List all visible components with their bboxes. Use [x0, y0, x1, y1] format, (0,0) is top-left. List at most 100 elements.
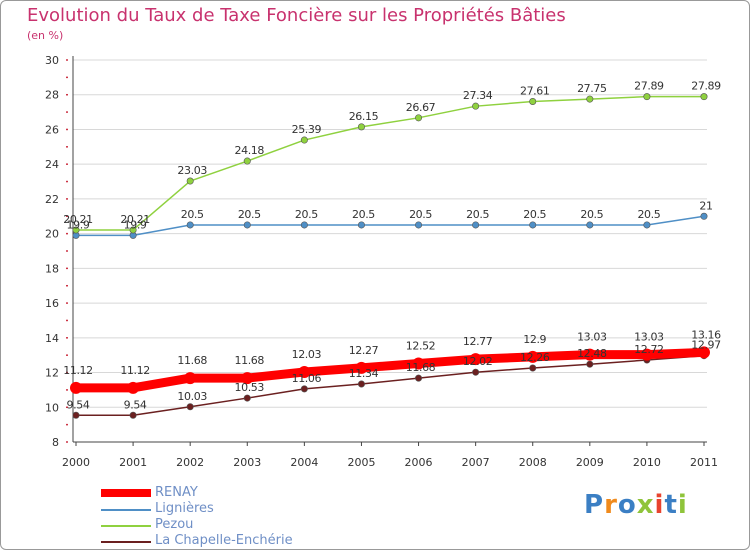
data-label-renay-2008: 12.9 [523, 333, 546, 346]
unit-label: (en %) [27, 29, 64, 42]
data-label-pezou-2008: 27.61 [520, 84, 550, 97]
data-label-la-chapelle-encherie-2011: 12.97 [691, 339, 721, 352]
data-label-renay-2009: 13.03 [577, 331, 607, 344]
data-label-la-chapelle-encherie-2004: 11.06 [292, 372, 322, 385]
x-tick-label-2004: 2004 [290, 456, 318, 469]
point-renay-2007 [469, 353, 482, 366]
data-label-renay-2004: 12.03 [292, 348, 322, 361]
series-line-lignieres [75, 215, 705, 237]
data-label-lignieres-2011: 21 [699, 199, 712, 212]
point-la-chapelle-encherie-2005 [357, 380, 365, 388]
point-lignieres-2006 [415, 221, 423, 229]
y-tick-label-16: 16 [45, 297, 59, 310]
data-label-pezou-2007: 27.34 [463, 89, 493, 102]
point-renay-2010 [640, 348, 653, 361]
point-pezou-2001 [129, 226, 137, 234]
y-tick-label-8: 8 [52, 436, 59, 449]
point-pezou-2005 [357, 123, 365, 131]
point-pezou-2007 [472, 102, 480, 110]
point-lignieres-2002 [186, 221, 194, 229]
data-label-la-chapelle-encherie-2005: 11.34 [349, 367, 379, 380]
data-label-pezou-2010: 27.89 [634, 80, 664, 93]
x-tick-label-2001: 2001 [119, 456, 147, 469]
y-tick-label-20: 20 [45, 228, 59, 241]
data-label-lignieres-2002: 20.5 [181, 208, 204, 221]
y-tick-label-12: 12 [45, 367, 59, 380]
legend-swatch-pezou [101, 525, 151, 527]
data-label-la-chapelle-encherie-2010: 12.72 [634, 343, 664, 356]
x-tick-label-2006: 2006 [405, 456, 433, 469]
legend-label-lignieres: Lignières [155, 501, 214, 516]
data-label-renay-2003: 11.68 [235, 354, 265, 367]
data-label-lignieres-2008: 20.5 [523, 208, 546, 221]
point-la-chapelle-encherie-2001 [129, 411, 137, 419]
data-label-lignieres-2006: 20.5 [409, 208, 432, 221]
point-lignieres-2009 [586, 221, 594, 229]
data-label-renay-2000: 11.12 [63, 364, 93, 377]
data-label-la-chapelle-encherie-2009: 12.48 [577, 347, 607, 360]
data-label-pezou-2004: 25.39 [292, 123, 322, 136]
point-pezou-2009 [586, 95, 594, 103]
y-tick-label-10: 10 [45, 401, 59, 414]
point-la-chapelle-encherie-2002 [186, 403, 194, 411]
data-label-pezou-2001: 20.21 [120, 213, 150, 226]
data-label-pezou-2002: 23.03 [177, 164, 207, 177]
y-tick-label-28: 28 [45, 89, 59, 102]
x-tick-label-2008: 2008 [519, 456, 547, 469]
x-tick-label-2010: 2010 [633, 456, 661, 469]
data-label-pezou-2000: 20.21 [63, 213, 93, 226]
proxiti-logo: Proxiti [584, 490, 688, 520]
point-renay-2005 [355, 361, 368, 374]
point-la-chapelle-encherie-2008 [529, 364, 537, 372]
point-pezou-2000 [72, 226, 80, 234]
point-pezou-2010 [643, 93, 651, 101]
point-renay-2000 [70, 381, 82, 394]
data-label-renay-2007: 12.77 [463, 335, 493, 348]
data-label-renay-2002: 11.68 [177, 354, 207, 367]
point-renay-2008 [526, 350, 539, 363]
series-line-la-chapelle-encherie [75, 354, 705, 417]
point-lignieres-2008 [529, 221, 537, 229]
x-tick-label-2002: 2002 [176, 456, 204, 469]
y-tick-label-30: 30 [45, 54, 59, 67]
data-label-renay-2005: 12.27 [349, 344, 379, 357]
data-label-lignieres-2007: 20.5 [466, 208, 489, 221]
point-renay-2009 [583, 348, 596, 361]
data-label-lignieres-2001: 19.9 [124, 218, 147, 231]
point-la-chapelle-encherie-2009 [586, 360, 594, 368]
point-la-chapelle-encherie-2007 [472, 368, 480, 376]
data-label-pezou-2006: 26.67 [406, 101, 436, 114]
point-la-chapelle-encherie-2000 [72, 411, 80, 419]
data-label-lignieres-2003: 20.5 [238, 208, 261, 221]
y-tick-label-22: 22 [45, 193, 59, 206]
data-label-la-chapelle-encherie-2006: 11.68 [406, 361, 436, 374]
data-label-lignieres-2005: 20.5 [352, 208, 375, 221]
point-pezou-2002 [186, 177, 194, 185]
data-label-lignieres-2009: 20.5 [580, 208, 603, 221]
y-tick-label-26: 26 [45, 123, 59, 136]
legend-swatch-lignieres [101, 509, 151, 511]
legend-label-la-chapelle-encherie: La Chapelle-Enchérie [155, 533, 293, 548]
point-la-chapelle-encherie-2003 [243, 394, 251, 402]
point-la-chapelle-encherie-2006 [415, 374, 423, 382]
point-pezou-2003 [243, 157, 251, 165]
point-lignieres-2011 [700, 212, 708, 220]
point-pezou-2006 [415, 114, 423, 122]
data-label-lignieres-2004: 20.5 [295, 208, 318, 221]
x-tick-label-2000: 2000 [62, 456, 90, 469]
data-label-lignieres-2010: 20.5 [637, 208, 660, 221]
point-renay-2011 [698, 346, 710, 359]
series-line-renay [71, 347, 709, 393]
data-label-la-chapelle-encherie-2003: 10.53 [235, 381, 265, 394]
data-label-la-chapelle-encherie-2000: 9.54 [67, 398, 90, 411]
point-renay-2003 [241, 372, 254, 385]
point-pezou-2008 [529, 97, 537, 105]
data-label-pezou-2011: 27.89 [691, 80, 721, 93]
legend-swatch-renay [101, 489, 151, 497]
chart-title: Evolution du Taux de Taxe Foncière sur l… [27, 5, 566, 26]
point-lignieres-2003 [243, 221, 251, 229]
point-la-chapelle-encherie-2004 [300, 385, 308, 393]
data-label-renay-2006: 12.52 [406, 340, 436, 353]
series-line-pezou [75, 95, 705, 231]
legend-label-renay: RENAY [155, 485, 198, 500]
